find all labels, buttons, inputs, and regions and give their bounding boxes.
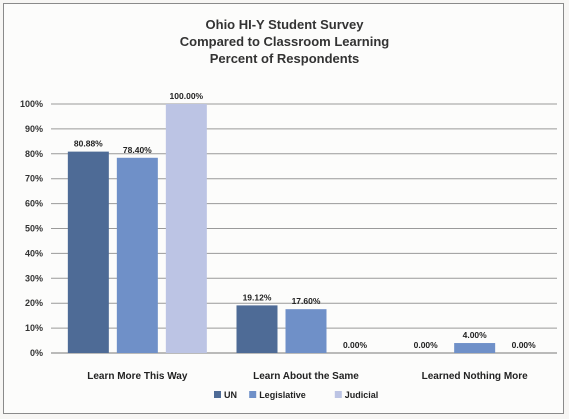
data-label-un-1: 19.12% — [243, 292, 272, 302]
y-tick-label-2: 20% — [25, 298, 43, 308]
x-category-label-0: Learn More This Way — [87, 371, 188, 382]
bar-legislative-0 — [116, 157, 158, 353]
data-label-judicial-0: 100.00% — [170, 91, 204, 101]
legend-swatch-judicial — [334, 391, 342, 398]
chart-title-line-1: Ohio HI-Y Student Survey — [205, 17, 364, 32]
x-category-label-1: Learn About the Same — [253, 371, 359, 382]
chart-title-line-3: Percent of Respondents — [209, 51, 360, 66]
chart-frame: Ohio HI-Y Student Survey Compared to Cla… — [3, 3, 564, 414]
data-label-un-2: 0.00% — [414, 340, 439, 350]
bar-judicial-0 — [165, 104, 207, 353]
bar-legislative-1 — [285, 309, 327, 353]
data-label-legislative-1: 17.60% — [292, 296, 321, 306]
bar-chart: 0% 10% 20% 30% 40% 50% 60% 70% 80% 90% 100% 80.88% 7… — [20, 91, 557, 400]
y-tick-label-10: 100% — [20, 99, 43, 109]
y-tick-label-8: 80% — [25, 149, 43, 159]
y-tick-label-1: 10% — [25, 323, 43, 333]
y-tick-label-7: 70% — [25, 174, 43, 184]
data-label-judicial-1: 0.00% — [343, 340, 368, 350]
legend-label-un: UN — [224, 390, 237, 400]
bar-legislative-2 — [454, 343, 496, 353]
data-label-judicial-2: 0.00% — [512, 340, 537, 350]
bar-un-1 — [236, 305, 278, 353]
y-tick-label-3: 30% — [25, 273, 43, 283]
y-tick-label-5: 50% — [25, 224, 43, 234]
legend-swatch-legislative — [249, 391, 257, 398]
legend-label-judicial: Judicial — [345, 390, 379, 400]
data-label-legislative-0: 78.40% — [123, 145, 152, 155]
y-tick-label-0: 0% — [30, 348, 43, 358]
legend-label-legislative: Legislative — [259, 390, 306, 400]
chart-title-line-2: Compared to Classroom Learning — [179, 34, 390, 49]
y-tick-label-9: 90% — [25, 124, 43, 134]
y-tick-label-6: 60% — [25, 199, 43, 209]
bar-un-0 — [67, 151, 109, 353]
data-label-un-0: 80.88% — [74, 139, 103, 149]
data-label-legislative-2: 4.00% — [463, 330, 488, 340]
chart-title: Ohio HI-Y Student Survey Compared to Cla… — [4, 16, 565, 67]
y-tick-label-4: 40% — [25, 248, 43, 258]
x-category-label-2: Learned Nothing More — [422, 371, 529, 382]
legend-swatch-un — [214, 391, 221, 398]
